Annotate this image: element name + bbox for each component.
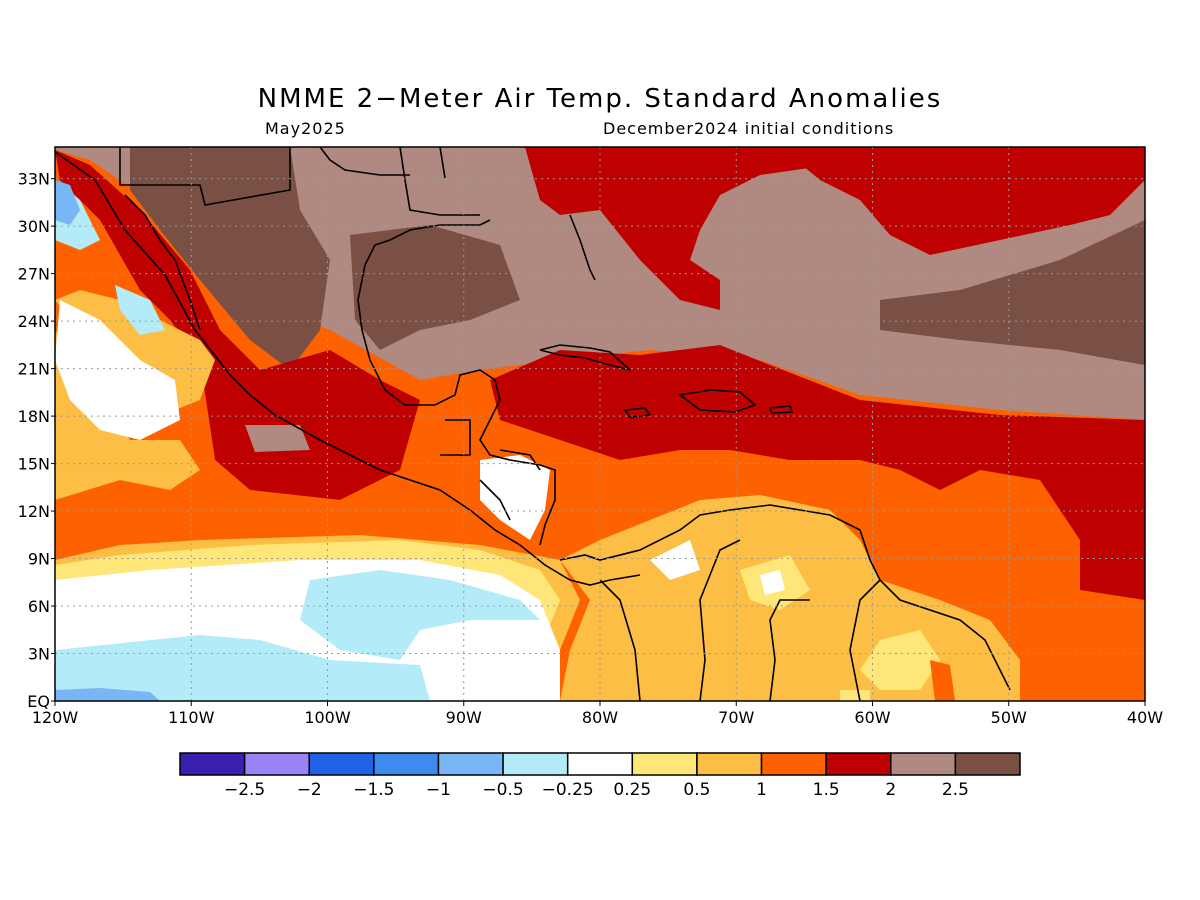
colorbar-swatch [696,752,763,776]
chart-title: NMME 2−Meter Air Temp. Standard Anomalie… [257,84,943,114]
lon-tick-label: 50W [991,708,1027,727]
colorbar-label: −0.25 [542,780,594,800]
colorbar-swatch [502,752,569,776]
field-red-atlantic-north [525,147,905,310]
lat-tick-label: 27N [18,265,50,284]
field-orange-guiana [930,660,955,701]
coastlines [55,147,1011,701]
coast-puerto-rico [768,405,794,414]
lon-tick-label: 80W [582,708,618,727]
colorbar-label: −0.5 [482,780,523,800]
colorbar-swatch [179,752,246,776]
lat-tick-label: 24N [18,312,50,331]
coast-florida [569,214,596,281]
borders-central-america [440,419,541,521]
coast-gulf-north [374,219,491,246]
field-brown-dark-gulf [350,225,520,350]
colorbar-swatch [890,752,957,776]
lon-tick-label: 60W [854,708,890,727]
colorbar-label: 1.5 [813,780,840,800]
coast-cuba [539,344,631,371]
lat-tick-label: 15N [18,455,50,474]
lon-tick-label: 40W [1127,708,1163,727]
colorbar-swatch [308,752,375,776]
field-neutral-central-america [480,455,550,540]
field-neutral-venezuela [760,570,785,595]
field-red-caribbean [490,345,1145,600]
colorbar-swatch [825,752,892,776]
lon-tick-label: 120W [32,708,79,727]
field-cool-baja-mid [115,285,165,335]
borders-north [119,147,480,216]
grid-lines [55,147,1145,701]
lat-tick-label: EQ [27,692,50,711]
colorbar-swatch [631,752,698,776]
coast-south-america [559,504,1011,691]
colorbar-label: 0.25 [613,780,651,800]
field-cool-pacific-south [55,635,430,701]
borders-south-america [599,539,881,701]
coast-jamaica [623,407,652,418]
coast-gulf [357,244,556,546]
colorbar-swatch [760,752,827,776]
colorbar-label: 2 [885,780,896,800]
colorbar-label: 2.5 [942,780,969,800]
colorbar: −2.5 −2 −1.5 −1 −0.5 −0.25 0.25 0.5 1 1.5 2 2.5 [179,752,1021,800]
colorbar-label: −2 [297,780,322,800]
axis-labels: 120W 110W 100W 90W 80W 70W 60W 50W 40W EQ 3N 6N 9N 12… [18,170,1164,727]
field-neutral-baja [55,300,180,440]
lon-tick-label: 100W [304,708,351,727]
field-blue-baja [55,180,80,225]
field-orange-atlantic-south [990,600,1145,701]
lat-tick-label: 6N [28,597,50,616]
lon-tick-label: 70W [718,708,754,727]
field-yellow-guiana [860,630,940,690]
field-yellow-amazon [840,690,870,701]
initial-conditions: December2024 initial conditions [603,119,895,138]
colorbar-swatch [373,752,440,776]
field-brown-dark-atlantic [880,220,1145,365]
lat-tick-label: 3N [28,645,50,664]
lat-tick-label: 21N [18,360,50,379]
colorbar-label: −2.5 [224,780,265,800]
lon-tick-label: 110W [168,708,215,727]
field-red-atlantic-ne [780,147,1145,255]
field-red-pacific-coast [55,150,420,500]
coast-texas-north [319,147,410,176]
coast-hispaniola [678,389,757,413]
lat-tick-label: 9N [28,550,50,569]
colorbar-swatch [566,752,634,776]
field-brown-dark-mexico [130,147,330,370]
field-cool-pacific-mid [300,570,540,660]
field-yellow-orange-pacific-2 [55,330,200,500]
lat-tick-label: 18N [18,407,50,426]
colorbar-label: 0.5 [683,780,710,800]
field-brown-dark-north [150,147,178,175]
colorbar-label: −1 [426,780,451,800]
field-neutral-colombia [650,540,700,580]
lat-tick-label: 30N [18,217,50,236]
lat-tick-label: 33N [18,170,50,189]
anomaly-field [55,147,1145,701]
coast-pacific [55,151,641,586]
forecast-month: May2025 [265,119,346,138]
colorbar-swatch [437,752,504,776]
colorbar-swatch [243,752,310,776]
colorbar-swatch [954,752,1021,776]
field-brown-patch-pacific [245,425,310,452]
lon-tick-label: 90W [446,708,482,727]
lat-tick-label: 12N [18,502,50,521]
colorbar-label: −1.5 [353,780,394,800]
colorbar-label: 1 [756,780,767,800]
field-blue-equator [55,688,160,701]
